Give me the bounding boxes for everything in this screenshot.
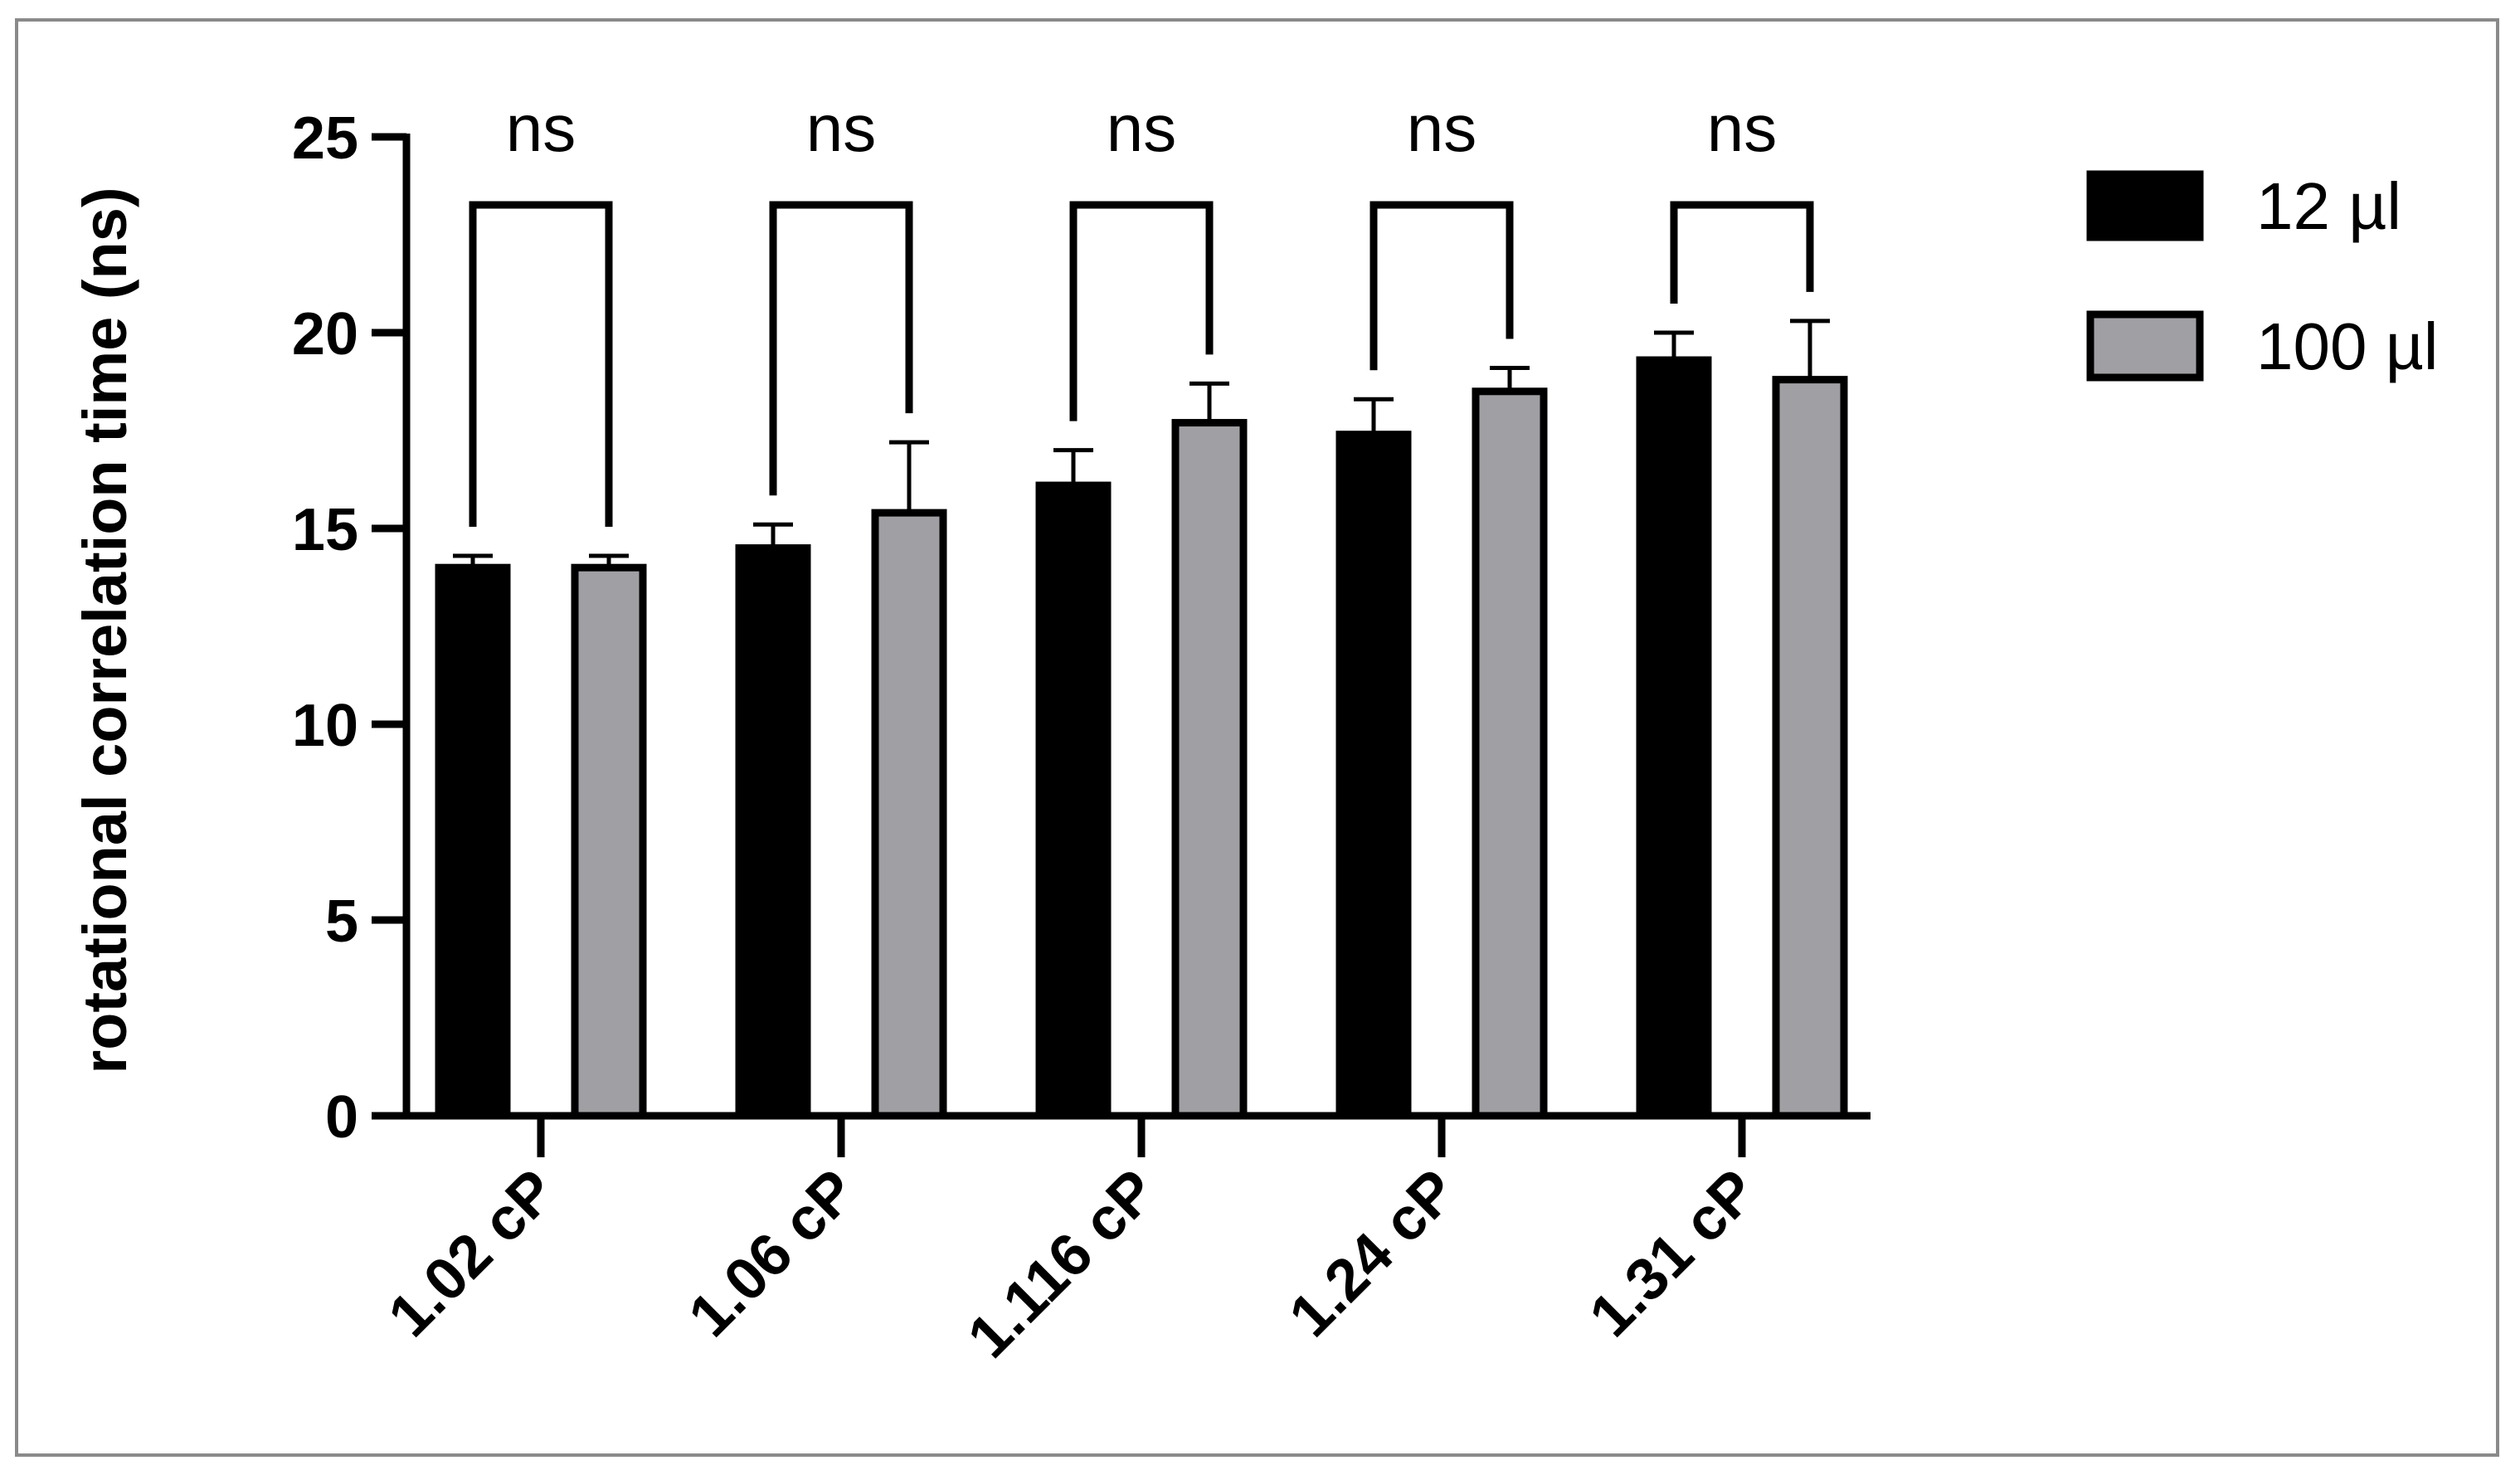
bar-100ul bbox=[1772, 376, 1848, 1120]
significance-bracket bbox=[1670, 201, 1814, 304]
x-category-label: 1.31 cP bbox=[1577, 1157, 1769, 1350]
legend: 12 µl 100 µl bbox=[2086, 169, 2439, 383]
y-tick-label: 20 bbox=[292, 301, 358, 368]
axes bbox=[402, 134, 1871, 1120]
y-ticks: 0 5 10 15 20 25 bbox=[292, 105, 406, 1151]
bar-12ul bbox=[435, 563, 511, 1120]
x-category-label: 1.24 cP bbox=[1277, 1157, 1469, 1350]
error-bars bbox=[453, 319, 1830, 568]
y-tick-label: 0 bbox=[325, 1084, 358, 1151]
x-category-label: 1.06 cP bbox=[676, 1157, 868, 1350]
significance-bracket bbox=[1369, 201, 1514, 371]
x-category-labels: 1.02 cP 1.06 cP 1.116 cP 1.24 cP 1.31 cP bbox=[376, 1116, 1769, 1370]
bar-100ul bbox=[871, 509, 947, 1120]
legend-label: 12 µl bbox=[2256, 169, 2401, 243]
y-axis-label: rotational correlation time (ns) bbox=[71, 187, 139, 1073]
legend-label: 100 µl bbox=[2256, 309, 2439, 383]
bar-12ul bbox=[1035, 481, 1112, 1120]
significance-bracket bbox=[1069, 201, 1214, 421]
bar-100ul bbox=[1171, 419, 1248, 1120]
legend-swatch bbox=[2086, 170, 2204, 241]
significance-brackets: ns ns ns ns ns bbox=[469, 91, 1814, 528]
bar-12ul bbox=[1636, 356, 1712, 1120]
bar-12ul bbox=[735, 544, 811, 1120]
y-tick-label: 15 bbox=[292, 497, 358, 563]
y-tick-label: 5 bbox=[325, 888, 358, 955]
bar-100ul bbox=[1472, 387, 1548, 1120]
x-category-label: 1.116 cP bbox=[956, 1157, 1170, 1371]
significance-bracket bbox=[769, 201, 913, 496]
figure-frame bbox=[15, 18, 2499, 1457]
y-tick-label: 10 bbox=[292, 693, 358, 759]
bar-100ul bbox=[571, 563, 647, 1120]
significance-label: ns bbox=[806, 91, 877, 165]
x-category-label: 1.02 cP bbox=[376, 1157, 568, 1350]
significance-label: ns bbox=[1707, 91, 1778, 165]
legend-swatch bbox=[2086, 310, 2204, 382]
significance-label: ns bbox=[1107, 91, 1177, 165]
significance-bracket bbox=[469, 201, 613, 528]
bar-12ul bbox=[1335, 431, 1412, 1120]
y-tick-label: 25 bbox=[292, 105, 358, 172]
bars bbox=[435, 356, 1848, 1120]
significance-label: ns bbox=[1407, 91, 1477, 165]
significance-label: ns bbox=[506, 91, 576, 165]
